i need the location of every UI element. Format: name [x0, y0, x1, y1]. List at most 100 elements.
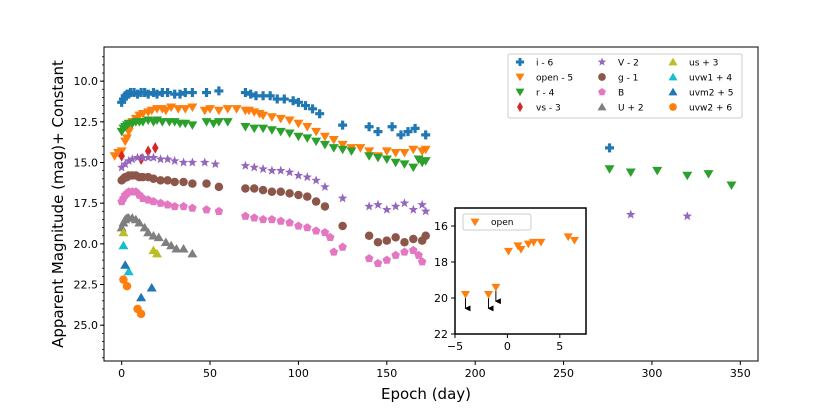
- data-point-r-4: [381, 155, 392, 165]
- data-point-v-2: [276, 165, 286, 175]
- data-point-u-2: [139, 222, 150, 232]
- data-point-v-2: [148, 152, 159, 162]
- data-point-b: [267, 214, 277, 224]
- inset-y-ticks: 16 18 20 22: [434, 220, 455, 341]
- data-point-u-2: [187, 248, 198, 258]
- data-point-open-5: [337, 140, 348, 150]
- x-tick-label: 300: [641, 367, 662, 380]
- data-point-r-4: [328, 144, 339, 153]
- legend-marker-vs-3: [517, 101, 523, 113]
- x-tick-label: 150: [376, 367, 397, 380]
- data-point-i-6: [373, 127, 383, 137]
- series-us-3: [118, 227, 163, 258]
- data-point-b: [329, 247, 339, 256]
- data-point-v-2: [155, 154, 166, 164]
- data-point-open-5: [121, 134, 132, 143]
- inset-y-tick-label: 16: [434, 220, 448, 233]
- data-point-v-2: [417, 199, 427, 209]
- data-point-b: [294, 221, 303, 230]
- data-point-i-6: [157, 88, 167, 98]
- inset-data-point-open: [460, 291, 470, 299]
- legend-entry-g-1: g - 1: [598, 73, 638, 84]
- main-y-ticks: 10.0 12.5 15.0 17.5 20.0 22.5 25.0: [74, 56, 104, 359]
- data-point-r-4: [222, 118, 233, 127]
- data-point-r-4: [420, 157, 431, 166]
- data-point-i-6: [403, 127, 413, 137]
- data-point-open-5: [213, 106, 224, 116]
- data-point-b: [364, 254, 374, 263]
- x-tick-label: 100: [288, 367, 309, 380]
- x-axis-label: Epoch (day): [381, 385, 471, 403]
- data-point-r-4: [213, 118, 224, 127]
- data-point-i-6: [240, 88, 250, 98]
- inset-legend: open: [462, 213, 532, 231]
- data-point-r-4: [372, 153, 383, 163]
- data-point-r-4: [604, 165, 615, 174]
- data-point-b: [249, 213, 259, 222]
- data-point-r-4: [302, 134, 313, 143]
- data-point-open-5: [328, 135, 339, 145]
- data-point-b: [391, 250, 400, 259]
- data-point-r-4: [337, 145, 348, 155]
- data-point-open-5: [381, 147, 392, 156]
- data-point-v-2: [390, 201, 401, 211]
- series-r-4: [116, 116, 737, 191]
- data-point-r-4: [284, 129, 295, 138]
- data-point-b: [188, 203, 197, 212]
- data-point-r-4: [249, 124, 260, 134]
- data-point-uvw1-4: [118, 240, 129, 250]
- legend-entry-u-2: U + 2: [597, 102, 644, 114]
- data-point-r-4: [390, 158, 401, 168]
- data-point-open-5: [180, 105, 191, 114]
- data-point-r-4: [703, 170, 714, 179]
- legend-marker-u-2: [597, 102, 607, 111]
- data-point-open-5: [205, 105, 216, 114]
- data-point-open-5: [420, 145, 431, 155]
- data-point-v-2: [364, 201, 374, 211]
- data-point-g-1: [409, 234, 418, 244]
- data-point-v-2: [162, 154, 173, 164]
- data-point-b: [214, 206, 224, 215]
- data-point-open-5: [284, 116, 295, 125]
- data-point-g-1: [294, 190, 303, 200]
- legend-entry-uvw1-4: uvw1 + 4: [668, 72, 732, 84]
- data-point-i-6: [315, 109, 325, 119]
- data-point-open-5: [390, 149, 401, 158]
- data-point-g-1: [149, 174, 158, 184]
- y-tick-label: 17.5: [74, 197, 99, 210]
- legend-label: r - 4: [536, 89, 555, 99]
- data-point-i-6: [180, 88, 190, 98]
- inset-data-point-open: [491, 283, 501, 292]
- data-point-uvm2-5: [120, 260, 131, 269]
- data-point-open-5: [160, 106, 171, 116]
- series-uvw2-6: [119, 275, 146, 319]
- data-point-u-2: [143, 227, 154, 237]
- data-point-uvw2-6: [122, 281, 132, 291]
- data-point-r-4: [240, 122, 251, 132]
- y-tick-label: 20.0: [74, 238, 99, 251]
- legend-frame: [507, 53, 743, 119]
- data-point-u-2: [148, 230, 159, 240]
- data-point-r-4: [157, 118, 168, 127]
- data-point-g-1: [163, 176, 172, 185]
- data-point-g-1: [303, 192, 312, 201]
- x-tick-label: 50: [203, 367, 217, 380]
- data-point-i-6: [202, 88, 212, 98]
- data-point-r-4: [726, 181, 737, 191]
- data-point-i-6: [279, 94, 289, 104]
- inset-x-tick-label: 0: [504, 340, 511, 353]
- legend-label: vs - 3: [536, 104, 561, 114]
- data-point-us-3: [152, 248, 163, 258]
- inset-legend-frame: [462, 213, 532, 231]
- data-point-b: [149, 197, 158, 206]
- data-point-v-2: [187, 157, 198, 167]
- data-point-b: [338, 242, 347, 251]
- data-point-open-5: [302, 122, 313, 132]
- legend-label: U + 2: [618, 104, 644, 114]
- series-uvw1-4: [118, 240, 134, 276]
- inset-axes: −5 0 5 16 18 20 22 open: [434, 207, 587, 353]
- data-point-i-6: [410, 123, 420, 133]
- inset-data-point-open: [516, 246, 526, 254]
- legend-entry-us-3: us + 3: [668, 57, 718, 69]
- legend-label: g - 1: [618, 74, 638, 84]
